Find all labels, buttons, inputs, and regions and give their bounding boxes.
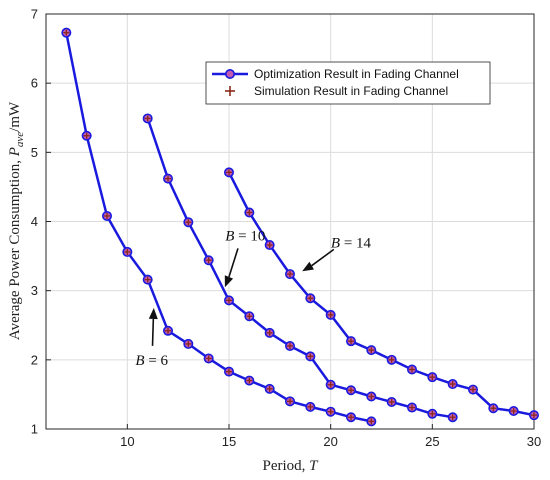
data-point-simulation (185, 219, 192, 226)
data-point-simulation (226, 169, 232, 176)
x-tick-label: 15 (222, 434, 236, 449)
data-point-simulation (287, 398, 293, 405)
data-point-simulation (531, 412, 537, 419)
annotation-arrow-head (224, 275, 234, 288)
legend-label-optimization: Optimization Result in Fading Channel (254, 67, 459, 81)
legend-marker-swatch (225, 69, 236, 80)
data-point-simulation (246, 209, 253, 216)
legend-box (205, 61, 491, 105)
data-point-simulation (266, 242, 273, 249)
data-point-simulation (368, 418, 375, 425)
data-point-simulation (287, 271, 293, 278)
data-point-simulation (266, 329, 273, 336)
annotation-value: = 14 (340, 235, 371, 251)
data-point-simulation (144, 276, 151, 283)
data-point-simulation (388, 399, 395, 406)
y-tick-label: 7 (31, 7, 38, 22)
annotation-value: = 10 (234, 228, 265, 244)
data-point-simulation (490, 405, 497, 412)
data-point-simulation (226, 297, 232, 304)
data-point-simulation (205, 257, 212, 264)
annotations: B = 6B = 10 B = 14 (135, 228, 371, 369)
data-point-simulation (449, 414, 456, 421)
data-point-simulation (429, 374, 436, 381)
data-point-simulation (226, 368, 232, 375)
x-tick-label: 25 (425, 434, 439, 449)
data-point-simulation (409, 366, 415, 373)
data-point-simulation (246, 377, 253, 384)
data-point-simulation (388, 356, 395, 363)
annotation-3: B = 14 (302, 235, 372, 272)
data-point-simulation (307, 295, 314, 302)
series-1 (61, 27, 377, 427)
annotation-value: = 6 (145, 353, 169, 369)
annotation-variable: B (135, 353, 144, 369)
annotation-label: B = 14 (331, 235, 372, 251)
annotation-arrow-shaft (311, 248, 335, 267)
x-tick-label: 30 (527, 434, 541, 449)
series-3 (224, 167, 539, 421)
series-line (227, 171, 535, 417)
annotation-variable: B (225, 228, 234, 244)
y-tick-label: 2 (31, 352, 38, 367)
data-point-simulation (307, 403, 314, 410)
data-point-simulation (449, 381, 456, 388)
series-2 (142, 113, 458, 423)
y-tick-label: 5 (31, 145, 38, 160)
x-tick-label: 20 (323, 434, 337, 449)
series-layer (61, 27, 539, 427)
data-point-simulation (409, 404, 415, 411)
data-point-simulation (510, 408, 517, 415)
y-tick-label: 3 (31, 283, 38, 298)
y-axis-label: Average Power Consumption, Pave/mW (7, 101, 26, 340)
data-point-simulation (348, 338, 354, 345)
data-point-simulation (104, 212, 110, 219)
data-point-simulation (185, 340, 192, 347)
data-point-simulation (63, 29, 70, 36)
legend-plus-swatch (225, 86, 235, 96)
data-point-simulation (307, 353, 314, 360)
y-tick-label: 6 (31, 76, 38, 91)
data-point-simulation (144, 115, 151, 122)
annotation-label: B = 6 (135, 353, 168, 369)
data-point-simulation (205, 355, 212, 362)
annotation-variable: B (331, 235, 340, 251)
x-axis-label: Period, T (262, 458, 319, 474)
data-point-simulation (83, 132, 90, 139)
data-point-simulation (165, 327, 171, 334)
annotation-arrow-head (302, 261, 314, 272)
data-point-simulation (348, 387, 354, 394)
annotation-1: B = 6 (135, 308, 169, 369)
annotation-arrow-shaft (228, 248, 239, 278)
axis-ticks: 10 15 20 25 30 1 2 3 4 5 6 7 (31, 7, 541, 450)
data-point-simulation (429, 410, 436, 417)
x-tick-label: 10 (120, 434, 134, 449)
data-point-simulation (266, 385, 273, 392)
data-point-simulation (368, 393, 375, 400)
data-point-simulation (124, 248, 131, 255)
data-point-simulation (287, 343, 293, 349)
data-point-simulation (470, 386, 476, 393)
legend: Optimization Result in Fading Channel Si… (205, 61, 491, 105)
data-point-simulation (327, 408, 334, 415)
legend-label-simulation: Simulation Result in Fading Channel (254, 84, 448, 98)
data-point-simulation (368, 347, 375, 354)
y-tick-label: 4 (31, 214, 38, 229)
data-point-simulation (348, 414, 354, 421)
series-line (146, 118, 453, 419)
data-point-simulation (327, 381, 334, 388)
data-point-simulation (327, 311, 334, 318)
series-line (65, 32, 372, 423)
data-point-simulation (246, 313, 253, 320)
data-point-simulation (165, 175, 171, 182)
annotation-arrow-head (148, 308, 158, 320)
annotation-label: B = 10 (225, 228, 265, 244)
annotation-2: B = 10 (224, 228, 265, 288)
y-tick-label: 1 (31, 422, 38, 437)
annotation-arrow-shaft (151, 318, 155, 346)
